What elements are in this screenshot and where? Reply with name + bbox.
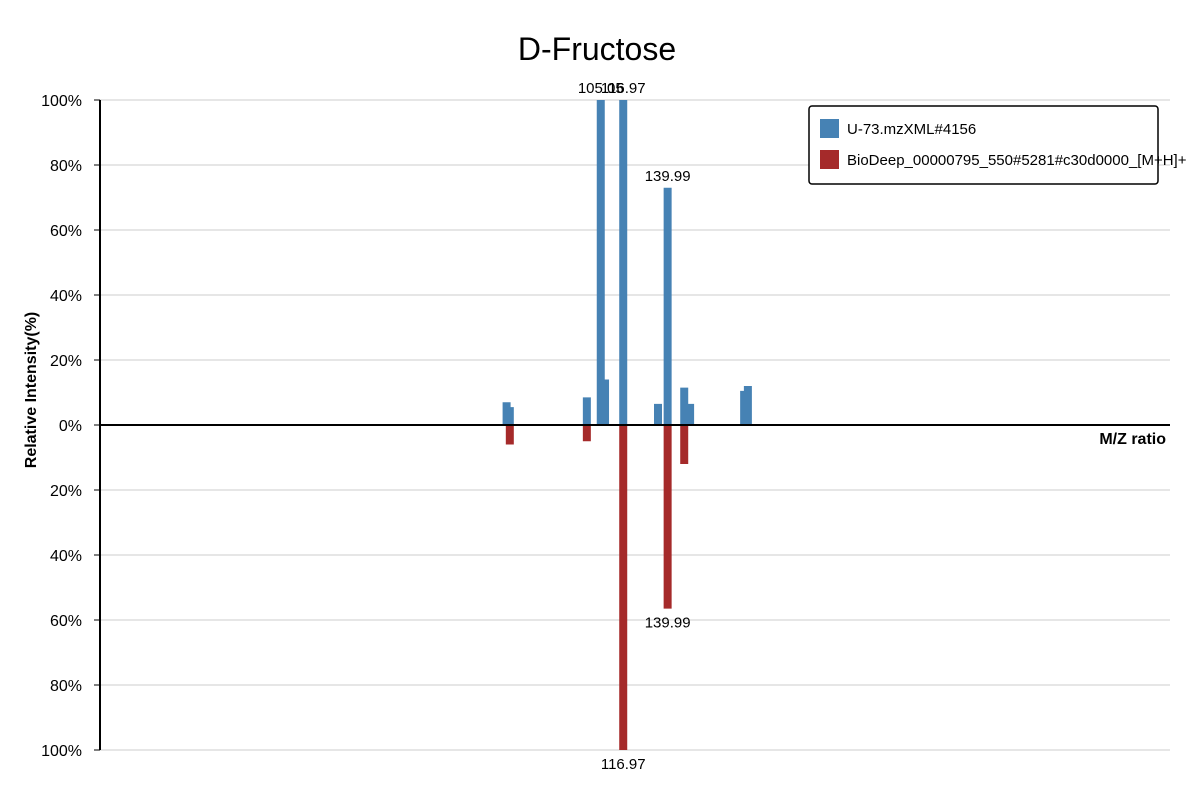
- peak-bars: [502, 100, 752, 750]
- sample-peak-bar: [596, 100, 605, 425]
- reference-peak-bar: [582, 425, 591, 442]
- sample-peak-bar: [505, 407, 514, 425]
- y-tick-label: 60%: [50, 613, 82, 630]
- grid-lines: [100, 99, 1170, 751]
- sample-peak-bar: [663, 187, 672, 425]
- axes: [94, 99, 1170, 751]
- y-tick-label: 100%: [41, 743, 82, 760]
- y-tick-label: 20%: [50, 483, 82, 500]
- sample-peak-bar: [582, 397, 591, 425]
- sample-peak-bar: [686, 403, 695, 425]
- legend-swatch: [820, 119, 839, 138]
- y-tick-label: 20%: [50, 353, 82, 370]
- chart-title: D-Fructose: [518, 31, 676, 67]
- peak-label: 116.97: [601, 80, 646, 97]
- peak-label: 139.99: [645, 168, 691, 185]
- y-tick-label: 60%: [50, 223, 82, 240]
- y-tick-label: 40%: [50, 288, 82, 305]
- reference-peak-bar: [619, 425, 628, 750]
- legend: U-73.mzXML#4156 BioDeep_00000795_550#5281…: [808, 105, 1187, 185]
- y-tick-labels: 0% 20% 40% 60% 80% 100% 20% 40% 60% 80% 100%: [41, 93, 82, 760]
- sample-peak-bar: [654, 403, 663, 425]
- reference-peak-bar: [505, 425, 514, 445]
- legend-box: [808, 105, 1159, 185]
- y-tick-label: 80%: [50, 158, 82, 175]
- y-tick-label: 100%: [41, 93, 82, 110]
- reference-peak-bar: [663, 425, 672, 609]
- y-tick-label: 0%: [59, 418, 82, 435]
- sample-peak-bar: [619, 100, 628, 425]
- y-tick-label: 40%: [50, 548, 82, 565]
- y-axis-label: Relative Intensity(%): [23, 312, 40, 468]
- reference-peak-bar: [680, 425, 689, 464]
- sample-peak-bar: [743, 386, 752, 425]
- legend-swatch: [820, 150, 839, 169]
- legend-label: BioDeep_00000795_550#5281#c30d0000_[M+H]…: [847, 152, 1187, 169]
- x-axis-label: M/Z ratio: [1099, 431, 1166, 448]
- peak-label: 116.97: [601, 756, 646, 773]
- legend-label: U-73.mzXML#4156: [847, 121, 976, 138]
- sample-peak-bar: [601, 379, 610, 425]
- peak-label: 139.99: [645, 615, 691, 632]
- peak-label: 105.05: [578, 80, 624, 97]
- sample-peak-bar: [680, 387, 689, 425]
- y-tick-label: 80%: [50, 678, 82, 695]
